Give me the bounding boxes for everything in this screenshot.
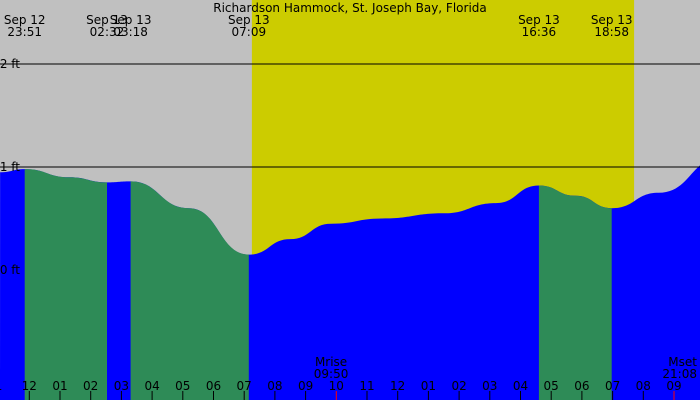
event-date-5: Sep 13	[591, 13, 633, 27]
green-band-1	[130, 181, 249, 400]
moon-label-0: Mrise	[315, 355, 347, 369]
hour-tick-label-4: 03	[114, 379, 129, 393]
hour-tick-label-11: 10	[329, 379, 344, 393]
hour-tick-label-9: 08	[267, 379, 282, 393]
hour-tick-label-21: 08	[636, 379, 651, 393]
event-time-3: 07:09	[232, 25, 267, 39]
chart-title: Richardson Hammock, St. Joseph Bay, Flor…	[213, 1, 487, 15]
hour-tick-label-7: 06	[206, 379, 221, 393]
hour-tick-label-5: 04	[144, 379, 159, 393]
hour-tick-label-8: 07	[237, 379, 252, 393]
gridlines	[0, 63, 700, 168]
moon-time-1: 21:08	[662, 367, 697, 381]
hour-tick-label-20: 07	[605, 379, 620, 393]
event-date-0: Sep 12	[4, 13, 46, 27]
green-band-2	[538, 185, 612, 400]
y-tick-label-1: 1 ft	[0, 160, 20, 174]
hour-tick-label-19: 06	[574, 379, 589, 393]
y-tick-label-2: 0 ft	[0, 263, 20, 277]
moon-time-0: 09:50	[314, 367, 349, 381]
hour-ticks: 1 12 01 02 03 04 05 06 07 08 09 10 11 12 01 02 03 04 05 06 0…	[0, 379, 682, 400]
y-axis-labels: 2 ft 1 ft 0 ft	[0, 57, 20, 277]
green-bands	[24, 169, 612, 400]
event-date-4: Sep 13	[518, 13, 560, 27]
hour-tick-label-14: 01	[421, 379, 436, 393]
hour-tick-label-22: 09	[666, 379, 681, 393]
event-time-5: 18:58	[594, 25, 629, 39]
hour-tick-label-15: 02	[451, 379, 466, 393]
hour-tick-label-1: 12	[22, 379, 37, 393]
hour-tick-label-13: 12	[390, 379, 405, 393]
event-date-1: Sep 13	[86, 13, 128, 27]
hour-tick-label-12: 11	[359, 379, 374, 393]
moon-label-1: Mset	[668, 355, 697, 369]
y-tick-label-0: 2 ft	[0, 57, 20, 71]
hour-tick-label-2: 01	[52, 379, 67, 393]
hour-tick-label-3: 02	[83, 379, 98, 393]
event-time-4: 16:36	[522, 25, 557, 39]
green-band-0	[24, 169, 108, 400]
event-date-3: Sep 13	[228, 13, 270, 27]
hour-tick-label-0: 1	[0, 379, 2, 393]
event-time-0: 23:51	[7, 25, 42, 39]
hour-tick-label-18: 05	[544, 379, 559, 393]
event-time-2: 03:18	[113, 25, 148, 39]
hour-tick-label-16: 03	[482, 379, 497, 393]
event-date-2: Sep 13	[110, 13, 152, 27]
hour-tick-label-6: 05	[175, 379, 190, 393]
hour-tick-label-17: 04	[513, 379, 528, 393]
event-time-1: 02:32	[90, 25, 125, 39]
hour-tick-label-10: 09	[298, 379, 313, 393]
